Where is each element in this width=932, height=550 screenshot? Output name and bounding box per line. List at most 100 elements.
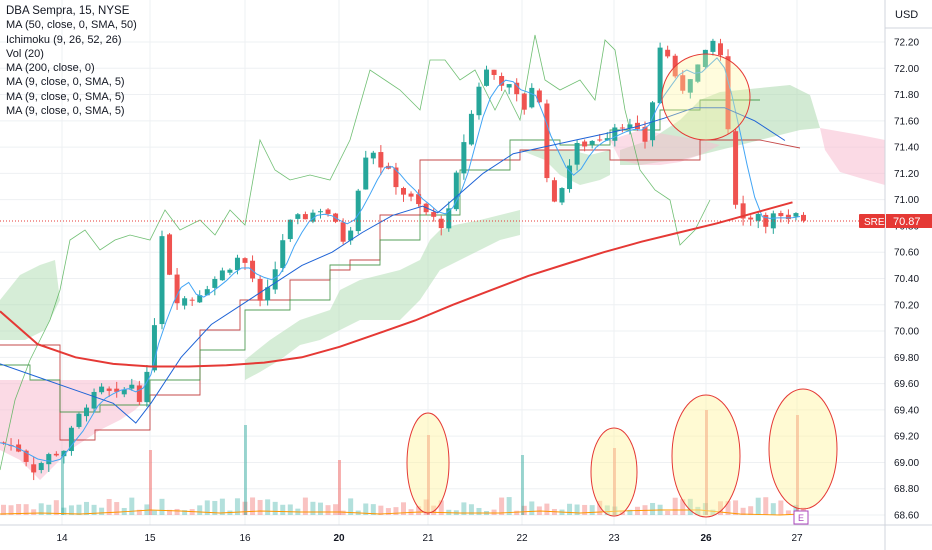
volume-bar — [280, 504, 286, 515]
candle-body — [340, 222, 346, 242]
candle-body — [317, 211, 323, 213]
volume-bar — [695, 506, 701, 515]
volume-bar — [589, 505, 595, 515]
candle-body — [234, 257, 240, 271]
time-label: 15 — [144, 533, 156, 544]
volume-bar — [310, 501, 316, 515]
volume-bar — [461, 502, 467, 515]
candle-body — [717, 43, 723, 56]
volume-bar — [129, 497, 135, 515]
kumo-red-mid — [610, 130, 720, 165]
volume-bar — [650, 502, 656, 515]
candle-body — [574, 143, 580, 165]
volume-bar — [370, 504, 376, 515]
volume-bar — [363, 503, 369, 515]
candle-body — [793, 213, 799, 217]
price-tick-label: 71.60 — [894, 116, 919, 127]
candle-body — [325, 209, 331, 214]
candle-body — [589, 140, 595, 145]
candle-body — [53, 453, 59, 456]
volume-spike — [244, 425, 247, 515]
candle-body — [604, 138, 610, 141]
time-axis[interactable]: 14 15 16 20 21 22 23 26 27 — [56, 533, 803, 544]
candle-body — [468, 113, 474, 145]
volume-bar — [272, 501, 278, 515]
candle-body — [725, 56, 731, 130]
price-tick-label: 68.80 — [894, 484, 919, 495]
time-label: 27 — [791, 533, 803, 544]
candle-body — [484, 69, 490, 86]
volume-bar — [597, 500, 603, 515]
last-price-symbol: SRE — [864, 217, 885, 228]
volume-bar — [423, 499, 429, 515]
volume-bar — [755, 497, 761, 515]
candle-body — [801, 214, 806, 221]
legend-indicator-ma200[interactable]: MA (200, close, 0) — [6, 62, 95, 75]
volume-bar — [687, 498, 693, 515]
legend-indicator-volume[interactable]: Vol (20) — [6, 47, 44, 60]
candle-body — [272, 269, 278, 290]
price-tick-label: 71.00 — [894, 195, 919, 206]
volume-bar — [680, 499, 686, 515]
candle-body — [174, 274, 180, 304]
volume-bar — [53, 500, 59, 515]
candle-body — [506, 84, 512, 88]
candle-body — [1, 442, 6, 444]
volume-bar — [46, 504, 52, 515]
volume-bar — [325, 505, 331, 515]
volume-bar — [770, 503, 776, 515]
price-tick-label: 71.40 — [894, 143, 919, 154]
candle-body — [491, 69, 497, 75]
candle-body — [31, 464, 37, 473]
volume-bar — [302, 497, 308, 515]
volume-bar — [710, 509, 716, 515]
candle-body — [287, 219, 293, 240]
volume-bar — [144, 504, 150, 515]
legend-indicator-ma9-a[interactable]: MA (9, close, 0, SMA, 5) — [6, 76, 125, 89]
legend-indicator-ma9-b[interactable]: MA (9, close, 0, SMA, 5) — [6, 90, 125, 103]
price-tick-label: 70.20 — [894, 300, 919, 311]
candle-body — [408, 193, 414, 197]
candle-body — [514, 82, 520, 95]
price-tick-label: 71.20 — [894, 169, 919, 180]
volume-bar — [1, 504, 6, 515]
volume-bar — [159, 498, 165, 515]
candle-body — [257, 278, 263, 301]
legend-indicator-ichimoku[interactable]: Ichimoku (9, 26, 52, 26) — [6, 33, 122, 46]
volume-bar — [725, 501, 731, 515]
legend-indicator-ma9-c[interactable]: MA (9, close, 0, SMA, 5) — [6, 105, 125, 118]
volume-bar — [16, 504, 22, 515]
candle-body — [544, 103, 550, 179]
kumo-green-mid2 — [520, 150, 610, 185]
candle-body — [642, 126, 648, 142]
candle-body — [227, 269, 233, 273]
candle-body — [242, 258, 248, 263]
candle-body — [740, 203, 746, 219]
currency-label[interactable]: USD — [895, 9, 918, 21]
volume-bar — [491, 509, 497, 515]
candle-body — [551, 180, 557, 202]
earnings-marker[interactable]: E — [793, 510, 809, 525]
price-tick-label: 69.20 — [894, 432, 919, 443]
price-tick-label: 71.80 — [894, 90, 919, 101]
candle-body — [687, 79, 693, 93]
volume-bar — [431, 505, 437, 515]
volume-bar — [84, 501, 90, 515]
price-tick-label: 69.00 — [894, 458, 919, 469]
legend-title[interactable]: DBA Sempra, 15, NYSE — [6, 5, 130, 17]
candle-body — [378, 152, 384, 168]
price-axis-panel[interactable] — [885, 0, 932, 550]
volume-bar — [416, 506, 422, 515]
volume-bar — [740, 507, 746, 515]
volume-bar — [506, 497, 512, 515]
candle-body — [204, 289, 210, 296]
candle-body — [401, 188, 406, 195]
legend-indicator-ma50[interactable]: MA (50, close, 0, SMA, 50) — [6, 19, 137, 32]
volume-bar — [521, 505, 527, 515]
candle-body — [627, 124, 633, 129]
candle-body — [529, 87, 535, 108]
highlight-volume-27 — [768, 388, 838, 510]
candle-body — [461, 142, 467, 174]
volume-bar — [544, 503, 550, 515]
